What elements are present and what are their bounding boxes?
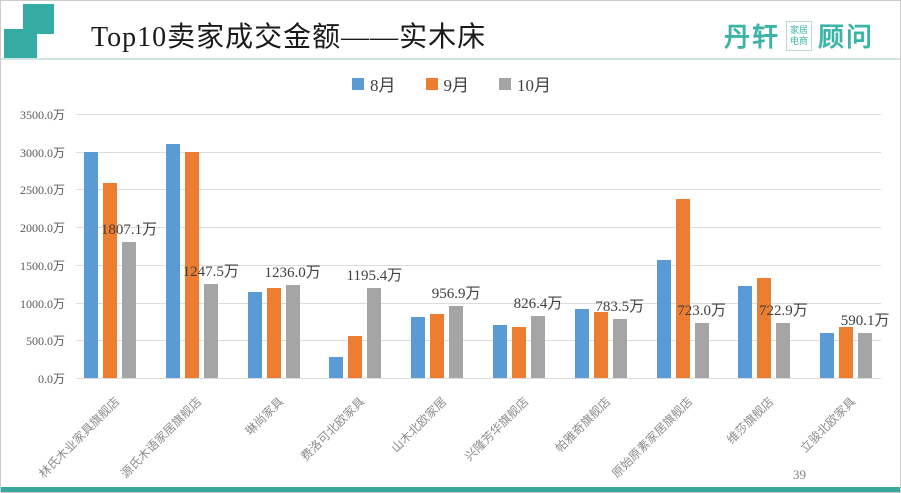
y-axis-tick-label: 0.0万 bbox=[37, 372, 65, 386]
bar-10月-原始原素家居旗舰店 bbox=[694, 323, 709, 378]
y-axis-tick-label: 3000.0万 bbox=[19, 145, 65, 160]
y-axis-tick-label: 2000.0万 bbox=[19, 221, 65, 236]
bar-9月-立骏北欧家具 bbox=[839, 327, 854, 378]
bar-8月-山木北欧家居 bbox=[411, 317, 426, 378]
brand-logo-badge-line2: 电商 bbox=[789, 35, 808, 46]
x-axis-label-源氏木语家居旗舰店: 源氏木语家居旗舰店 bbox=[117, 394, 205, 481]
legend-label: 10月 bbox=[517, 76, 551, 95]
bar-9月-源氏木语家居旗舰店 bbox=[184, 152, 199, 378]
gridline-2500 bbox=[76, 189, 881, 191]
y-axis-tick-label: 1500.0万 bbox=[19, 258, 65, 273]
bottom-accent-bar bbox=[1, 487, 900, 492]
brand-logo-badge-line1: 家居 bbox=[789, 25, 808, 36]
x-axis-label-维莎旗舰店: 维莎旗舰店 bbox=[724, 394, 777, 447]
bar-9月-兴隆芳华旗舰店 bbox=[512, 327, 526, 378]
gridline-0 bbox=[76, 378, 881, 379]
data-label-帕雅奇旗舰店: 783.5万 bbox=[595, 299, 645, 315]
bar-9月-维莎旗舰店 bbox=[757, 278, 772, 378]
gridline-3000 bbox=[76, 151, 881, 153]
page-title: Top10卖家成交金额——实木床 bbox=[91, 22, 487, 53]
bar-10月-兴隆芳华旗舰店 bbox=[531, 316, 545, 378]
x-axis-label-立骏北欧家具: 立骏北欧家具 bbox=[797, 394, 859, 456]
bar-8月-原始原素家居旗舰店 bbox=[656, 260, 671, 378]
bar-8月-帕雅奇旗舰店 bbox=[574, 309, 589, 378]
bar-9月-山木北欧家居 bbox=[430, 314, 445, 378]
bar-9月-原始原素家居旗舰店 bbox=[675, 199, 690, 378]
data-label-林氏木业家具旗舰店: 1807.1万 bbox=[100, 222, 158, 238]
bar-10月-帕雅奇旗舰店 bbox=[612, 319, 627, 378]
gridline-2000 bbox=[76, 227, 881, 229]
y-axis-tick-label: 1000.0万 bbox=[19, 296, 65, 311]
bar-10月-费洛可北欧家具 bbox=[367, 288, 382, 378]
legend-marker-icon bbox=[499, 77, 511, 90]
bar-10月-琳尚家具 bbox=[285, 285, 300, 378]
data-label-山木北欧家居: 956.9万 bbox=[431, 286, 481, 302]
data-label-维莎旗舰店: 722.9万 bbox=[759, 303, 808, 319]
brand-logo-badge: 家居 电商 bbox=[785, 20, 812, 51]
header-divider-line bbox=[1, 58, 900, 60]
bar-9月-费洛可北欧家具 bbox=[348, 336, 363, 378]
legend-label: 8月 bbox=[370, 76, 396, 95]
data-label-原始原素家居旗舰店: 723.0万 bbox=[677, 303, 726, 319]
bar-8月-费洛可北欧家具 bbox=[329, 357, 344, 378]
data-label-立骏北欧家具: 590.1万 bbox=[840, 313, 890, 329]
corner-decoration-square-bottom bbox=[4, 29, 37, 59]
legend-marker-icon bbox=[352, 77, 364, 90]
x-axis-label-林氏木业家具旗舰店: 林氏木业家具旗舰店 bbox=[36, 394, 123, 481]
x-axis-label-帕雅奇旗舰店: 帕雅奇旗舰店 bbox=[552, 394, 614, 456]
x-axis-label-兴隆芳华旗舰店: 兴隆芳华旗舰店 bbox=[462, 394, 532, 464]
x-axis-label-琳尚家具: 琳尚家具 bbox=[242, 394, 286, 439]
y-axis-tick-label: 3500.0万 bbox=[19, 108, 65, 122]
brand-logo-left-text: 丹轩 bbox=[723, 22, 780, 52]
bar-8月-维莎旗舰店 bbox=[738, 286, 753, 378]
data-label-琳尚家具: 1236.0万 bbox=[264, 265, 321, 281]
x-axis-label-原始原素家居旗舰店: 原始原素家居旗舰店 bbox=[608, 394, 695, 481]
chart-legend: 8月 9月 10月 bbox=[1, 71, 900, 96]
bar-9月-琳尚家具 bbox=[266, 288, 281, 378]
data-label-兴隆芳华旗舰店: 826.4万 bbox=[513, 296, 563, 312]
gridline-500 bbox=[76, 340, 881, 342]
y-axis-tick-label: 2500.0万 bbox=[19, 183, 65, 198]
brand-logo-right-text: 顾问 bbox=[817, 22, 874, 52]
legend-item-9月: 9月 bbox=[425, 71, 470, 96]
bar-8月-琳尚家具 bbox=[247, 292, 262, 378]
bar-10月-山木北欧家居 bbox=[449, 306, 464, 378]
legend-label: 9月 bbox=[443, 76, 470, 95]
gridline-3500 bbox=[76, 114, 881, 115]
legend-item-10月: 10月 bbox=[499, 71, 551, 96]
bar-10月-源氏木语家居旗舰店 bbox=[203, 284, 218, 378]
bar-9月-帕雅奇旗舰店 bbox=[593, 312, 608, 378]
bar-10月-维莎旗舰店 bbox=[776, 323, 791, 378]
x-axis-label-山木北欧家居: 山木北欧家居 bbox=[388, 394, 450, 456]
y-axis-tick-label: 500.0万 bbox=[25, 334, 65, 349]
bar-8月-兴隆芳华旗舰店 bbox=[493, 325, 507, 378]
legend-item-8月: 8月 bbox=[352, 71, 396, 96]
data-label-费洛可北欧家具: 1195.4万 bbox=[346, 268, 403, 284]
bar-8月-林氏木业家具旗舰店 bbox=[84, 152, 98, 378]
bar-10月-林氏木业家具旗舰店 bbox=[122, 242, 136, 378]
gridline-1500 bbox=[76, 264, 881, 266]
brand-logo: 丹轩 家居 电商 顾问 bbox=[724, 17, 874, 54]
bar-10月-立骏北欧家具 bbox=[858, 333, 873, 378]
gridline-1000 bbox=[76, 302, 881, 304]
data-label-源氏木语家居旗舰店: 1247.5万 bbox=[182, 264, 239, 280]
bar-9月-林氏木业家具旗舰店 bbox=[103, 183, 117, 378]
bar-8月-立骏北欧家具 bbox=[820, 333, 835, 378]
legend-marker-icon bbox=[425, 77, 438, 90]
x-axis-label-费洛可北欧家具: 费洛可北欧家具 bbox=[298, 394, 368, 464]
bar-8月-源氏木语家居旗舰店 bbox=[165, 144, 180, 378]
page-number: 39 bbox=[793, 467, 806, 482]
